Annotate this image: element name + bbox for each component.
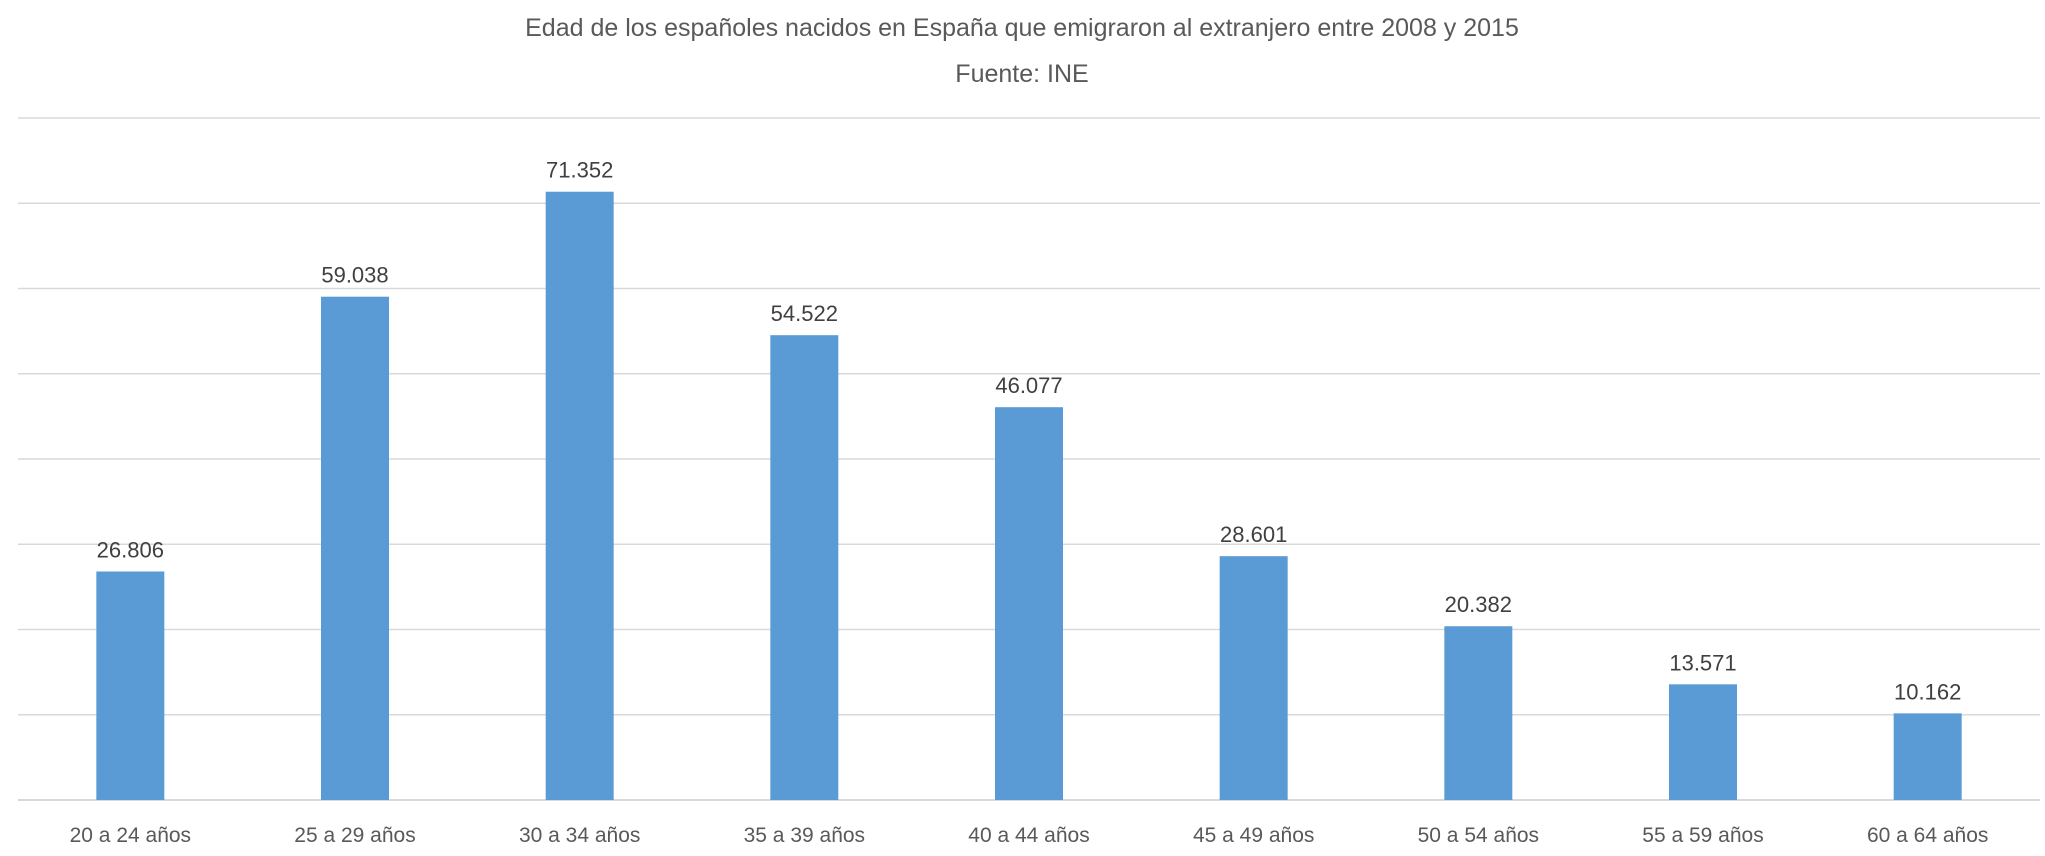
data-labels: 26.806 59.038 71.352 54.522 46.077 28.601 20.3… xyxy=(97,158,1962,705)
x-tick-label: 55 a 59 años xyxy=(1642,824,1763,847)
x-axis-tick-labels: 20 a 24 años 25 a 29 años 30 a 34 años 35 a… xyxy=(70,824,1989,847)
bar xyxy=(1444,626,1513,800)
data-label: 59.038 xyxy=(321,263,388,288)
data-label: 10.162 xyxy=(1894,679,1961,704)
x-tick-label: 35 a 39 años xyxy=(744,824,865,847)
data-label: 71.352 xyxy=(546,158,613,183)
bar xyxy=(321,296,389,800)
data-label: 13.571 xyxy=(1669,650,1736,675)
chart-title: Edad de los españoles nacidos en España … xyxy=(525,14,1519,42)
data-label: 46.077 xyxy=(995,373,1062,398)
chart-subtitle: Fuente: INE xyxy=(955,60,1088,88)
x-tick-label: 40 a 44 años xyxy=(968,824,1089,847)
x-tick-label: 50 a 54 años xyxy=(1418,824,1539,847)
x-tick-label: 25 a 29 años xyxy=(294,824,415,847)
x-tick-label: 20 a 24 años xyxy=(70,824,191,847)
bar xyxy=(1219,556,1288,800)
x-tick-label: 60 a 64 años xyxy=(1867,824,1988,847)
x-tick-label: 30 a 34 años xyxy=(519,824,640,847)
x-tick-label: 45 a 49 años xyxy=(1193,824,1314,847)
bar xyxy=(1893,713,1962,800)
bar xyxy=(770,335,839,800)
bars xyxy=(96,191,1962,801)
bar xyxy=(1669,684,1737,800)
data-label: 54.522 xyxy=(771,301,838,326)
bar xyxy=(545,191,614,801)
bar xyxy=(995,407,1063,800)
data-label: 26.806 xyxy=(97,537,164,562)
data-label: 28.601 xyxy=(1220,522,1287,547)
bar xyxy=(96,571,165,800)
data-label: 20.382 xyxy=(1445,592,1512,617)
